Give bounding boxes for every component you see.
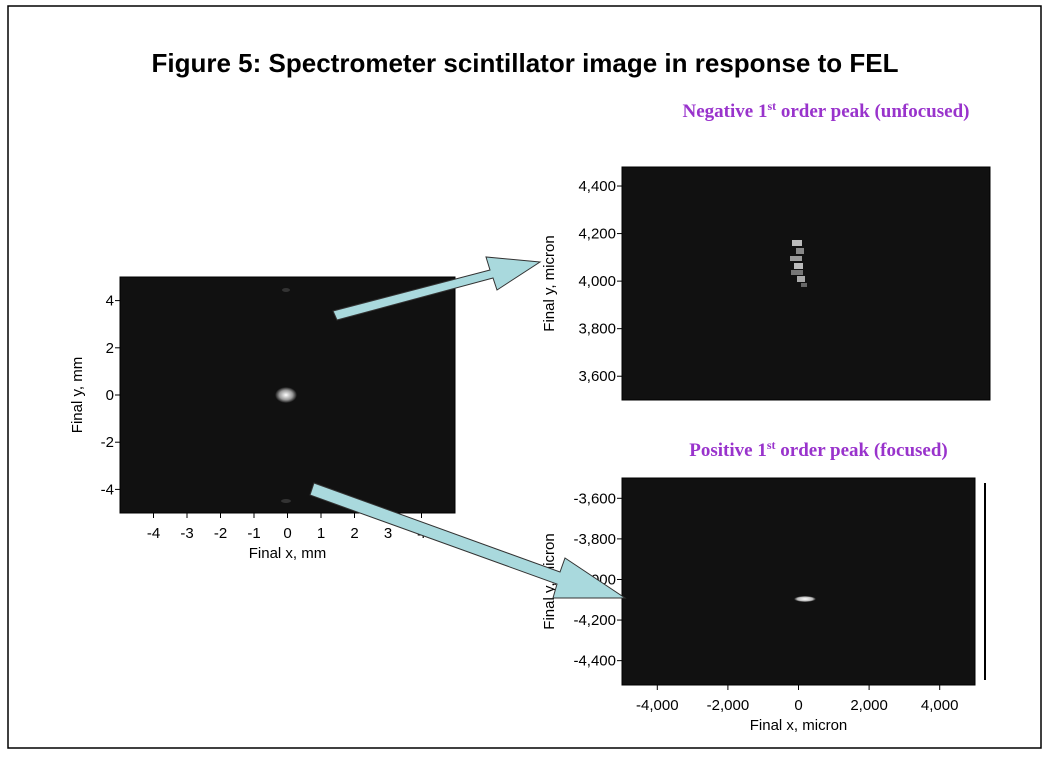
- x-tick-label: -3: [180, 525, 193, 542]
- panel-title: Negative 1st order peak (unfocused): [683, 99, 970, 122]
- y-axis-label: Final y, mm: [69, 357, 86, 433]
- y-tick-label: -3,800: [573, 531, 616, 548]
- panel-title-part: st: [767, 99, 776, 113]
- x-tick-label: 0: [794, 697, 802, 714]
- image-area: [621, 477, 976, 686]
- x-axis-label: Final x, mm: [249, 545, 327, 562]
- beam-spot: [275, 387, 297, 403]
- panel-title-part: Positive 1: [689, 440, 767, 461]
- y-tick-label: 0: [106, 387, 114, 404]
- x-tick-label: 2: [350, 525, 358, 542]
- panel-title-part: Negative 1: [683, 101, 768, 122]
- x-tick-label: 1: [317, 525, 325, 542]
- faint-spot: [282, 288, 290, 292]
- panel-title: Positive 1st order peak (focused): [689, 438, 947, 461]
- x-tick-label: -2,000: [707, 697, 750, 714]
- y-tick-label: 2: [106, 340, 114, 357]
- y-tick-label: 3,600: [578, 368, 616, 385]
- x-tick-label: 0: [283, 525, 291, 542]
- slide-frame: [7, 5, 1042, 749]
- speckle-spot: [790, 240, 807, 287]
- y-tick-label: -2: [101, 434, 114, 451]
- y-tick-label: 4,400: [578, 178, 616, 195]
- y-tick-label: 4,000: [578, 273, 616, 290]
- arrow: [309, 482, 627, 599]
- x-tick-label: -4: [147, 525, 160, 542]
- x-tick-label: 2,000: [850, 697, 888, 714]
- panel-title-part: order peak (focused): [776, 440, 948, 461]
- panel-title-part: order peak (unfocused): [776, 101, 969, 122]
- x-tick-label: -2: [214, 525, 227, 542]
- x-axis-label: Final x, micron: [750, 717, 848, 734]
- x-tick-label: 4,000: [921, 697, 959, 714]
- y-tick-label: 4: [106, 293, 114, 310]
- y-tick-label: 3,800: [578, 321, 616, 338]
- y-tick-label: 4,200: [578, 226, 616, 243]
- y-tick-label: -3,600: [573, 490, 616, 507]
- y-axis-label: Final y, micron: [541, 235, 558, 331]
- y-tick-label: -4: [101, 481, 114, 498]
- arrow: [332, 256, 542, 321]
- image-area: [119, 276, 456, 514]
- y-tick-label: -4,200: [573, 612, 616, 629]
- x-tick-label: -1: [247, 525, 260, 542]
- slide-title: Figure 5: Spectrometer scintillator imag…: [152, 48, 899, 78]
- x-tick-label: 3: [384, 525, 392, 542]
- panel-title-part: st: [767, 438, 776, 452]
- beam-spot: [794, 596, 816, 602]
- x-tick-label: -4,000: [636, 697, 679, 714]
- y-tick-label: -4,400: [573, 653, 616, 670]
- faint-spot: [281, 499, 291, 503]
